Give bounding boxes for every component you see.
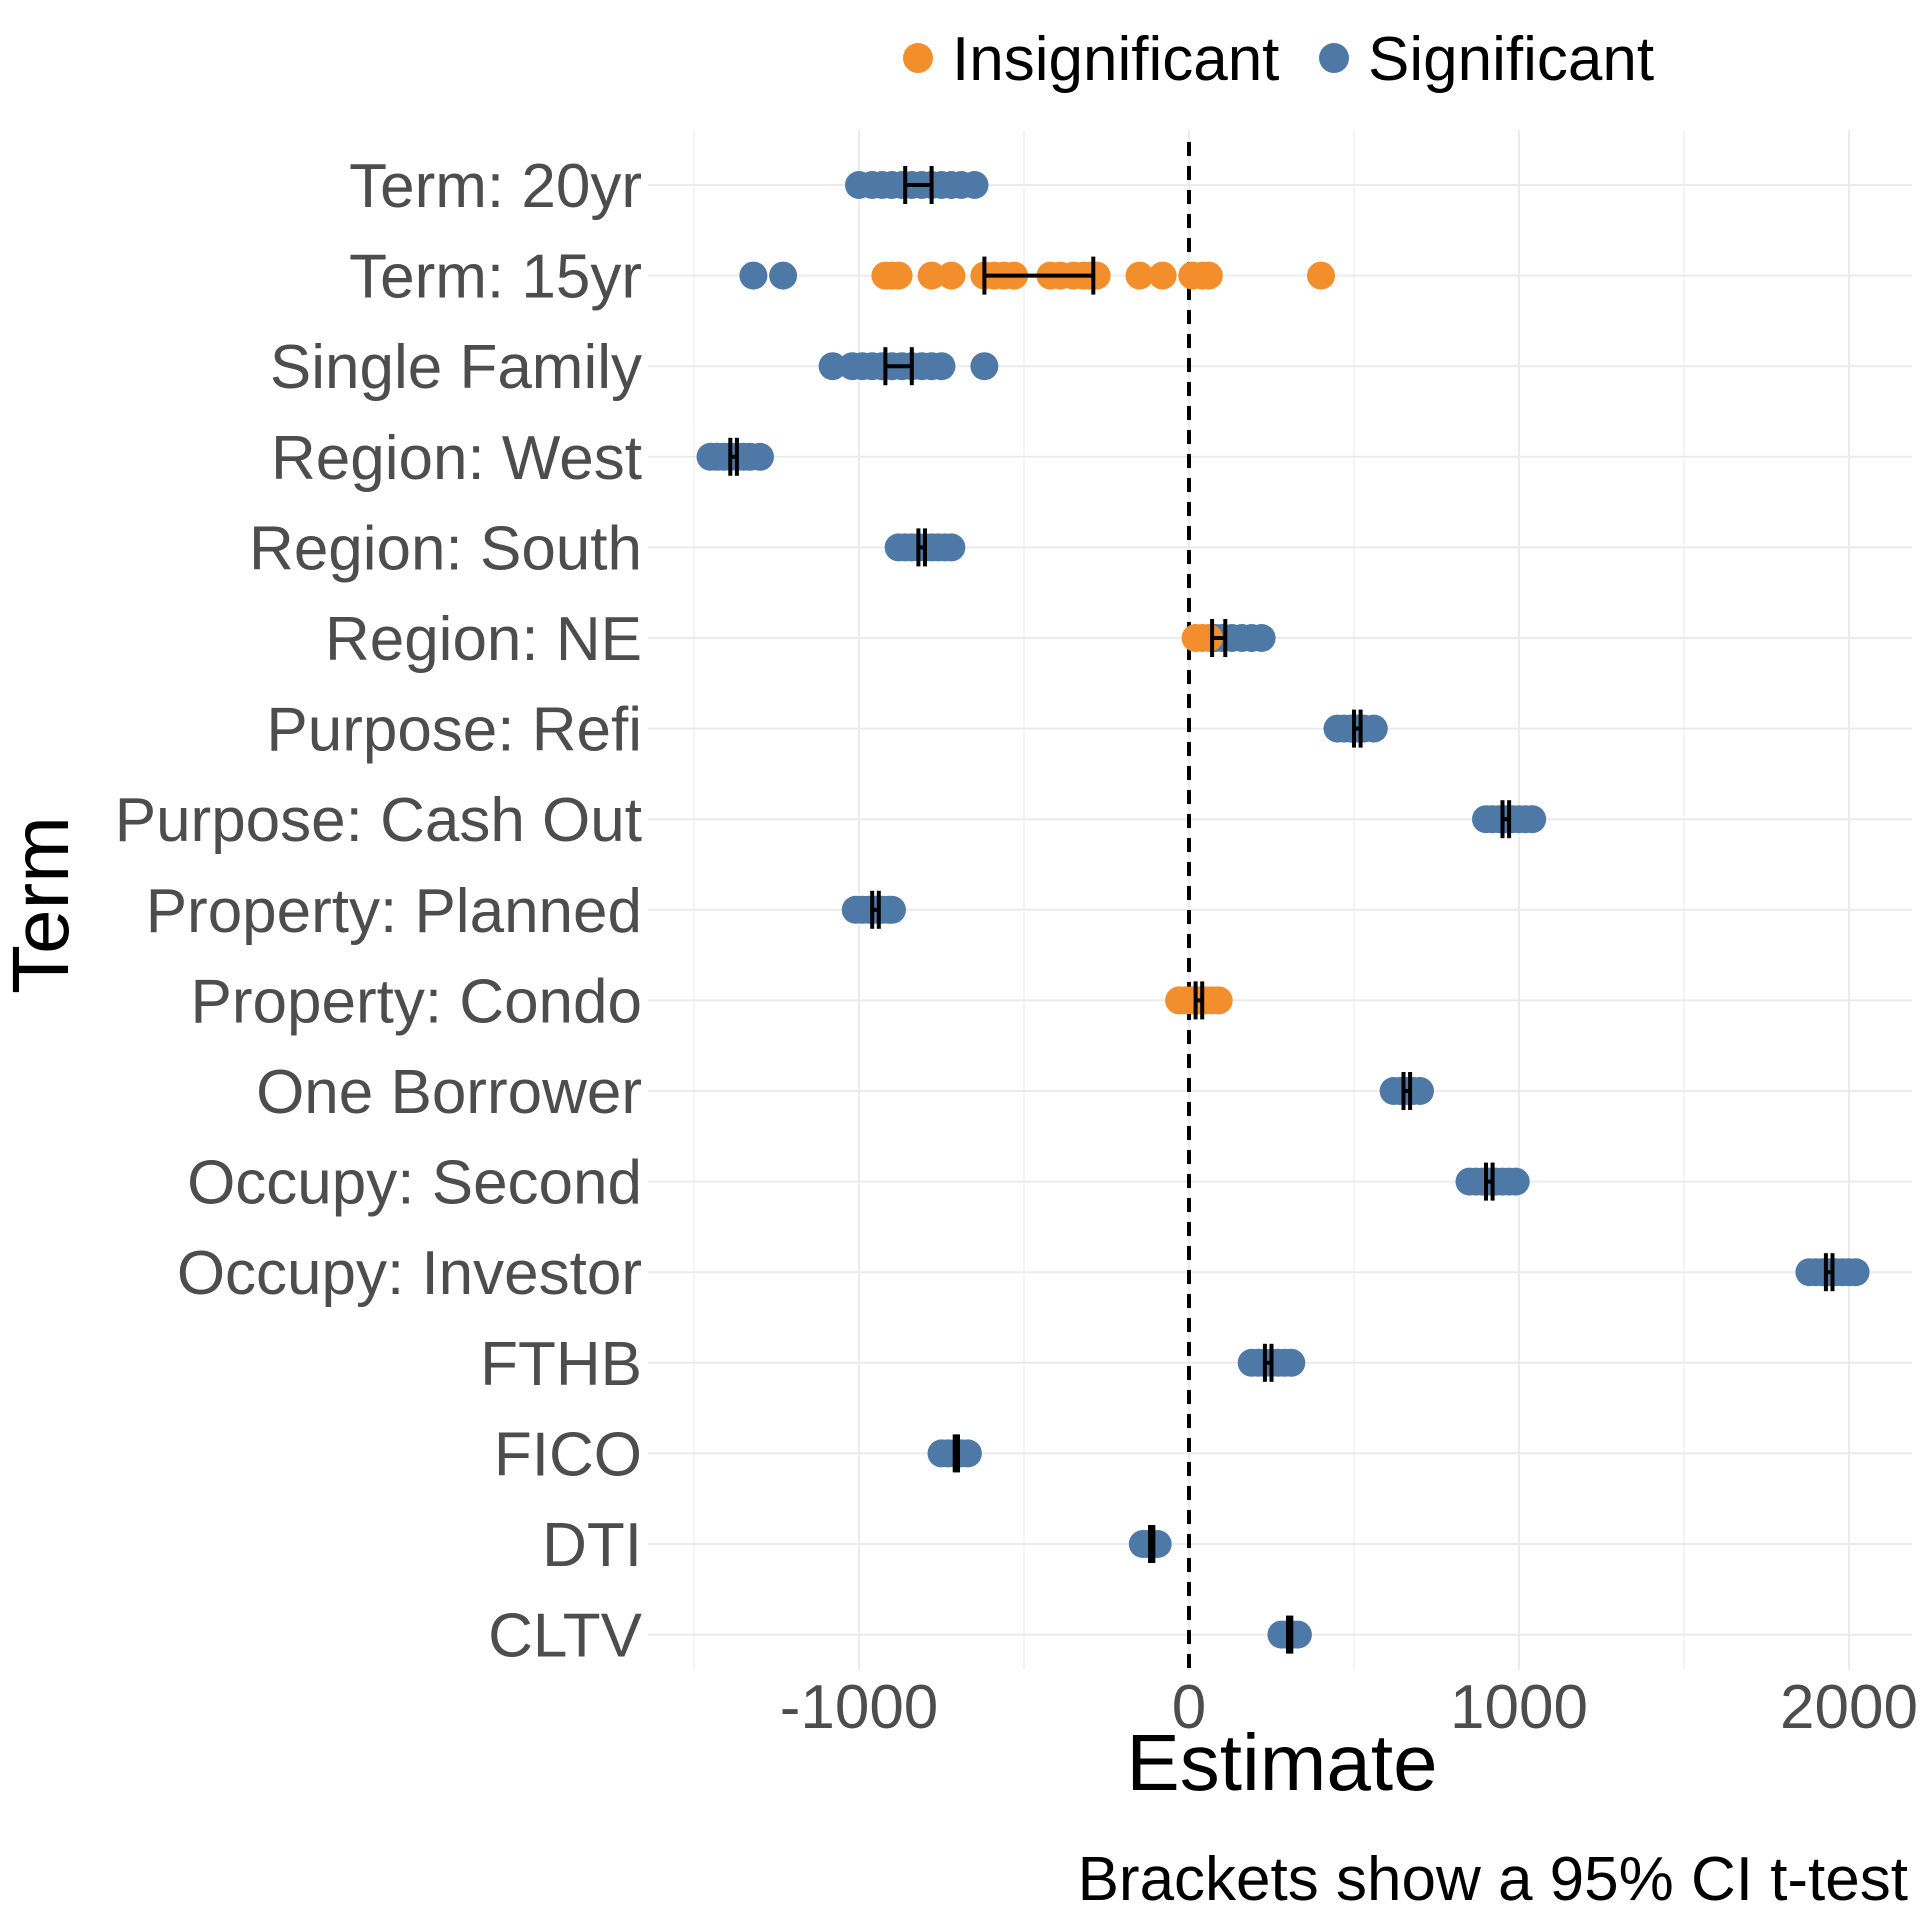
legend-item: Significant — [1319, 25, 1654, 94]
x-tick-label: 2000 — [1780, 1673, 1918, 1742]
ci-bracket — [1286, 1615, 1294, 1654]
significant-point — [953, 1439, 982, 1468]
legend-label: Insignificant — [952, 25, 1279, 94]
x-tick-label: -1000 — [780, 1673, 939, 1742]
x-tick-label: 0 — [1172, 1673, 1206, 1742]
ci-bracket — [982, 256, 1096, 295]
y-tick-label: One Borrower — [256, 1058, 642, 1127]
insignificant-point — [1194, 261, 1223, 290]
y-tick-label: FICO — [494, 1420, 642, 1489]
significant-point — [1277, 1348, 1306, 1377]
ci-bracket — [1484, 1162, 1495, 1201]
legend-item: Insignificant — [903, 25, 1279, 94]
ci-bracket — [1193, 981, 1205, 1020]
legend-key — [903, 43, 933, 73]
ci-bracket — [1148, 1525, 1156, 1563]
y-tick-label: Region: South — [249, 514, 642, 583]
significant-point — [878, 895, 906, 924]
y-tick-label: DTI — [542, 1511, 642, 1580]
significant-point — [818, 352, 847, 381]
ci-bracket — [870, 890, 881, 929]
insignificant-point — [1204, 986, 1233, 1015]
significant-point — [1841, 1258, 1870, 1287]
x-tick-label: 1000 — [1450, 1673, 1588, 1742]
x-axis-label: Estimate — [1126, 1718, 1437, 1807]
ci-bracket — [1352, 709, 1363, 748]
ci-bracket — [1210, 619, 1228, 657]
significant-point — [1518, 805, 1547, 834]
y-tick-label: Occupy: Investor — [177, 1239, 642, 1308]
significant-point — [746, 442, 774, 471]
insignificant-point — [884, 261, 913, 290]
y-tick-labels: Term: 20yr Term: 15yr Single Family Region:… — [115, 152, 643, 1671]
y-tick-label: Region: West — [271, 424, 642, 493]
x-tick-labels: -1000 0 1000 2000 — [780, 1673, 1918, 1742]
insignificant-point — [1307, 261, 1335, 290]
ci-bracket — [903, 166, 934, 204]
ci-bracket — [1262, 1343, 1274, 1382]
ci-bracket — [1500, 800, 1512, 839]
legend-key — [1319, 43, 1349, 73]
significant-point — [739, 261, 768, 290]
chart-caption: Brackets show a 95% CI t-test — [1078, 1845, 1908, 1914]
ci-bracket — [883, 347, 914, 386]
insignificant-point — [1148, 261, 1177, 290]
y-tick-label: Property: Condo — [191, 967, 642, 1036]
ci-bracket — [1823, 1253, 1835, 1292]
legend-label: Significant — [1368, 25, 1654, 94]
ci-bracket — [952, 1434, 960, 1473]
significant-point — [1359, 714, 1388, 743]
significant-point — [1406, 1077, 1434, 1105]
significant-point — [937, 533, 966, 562]
insignificant-point — [917, 261, 946, 290]
significant-point — [960, 171, 989, 199]
ci-bracket — [916, 528, 927, 567]
legend: Insignificant Significant — [903, 25, 1654, 94]
y-tick-label: Single Family — [270, 333, 642, 402]
y-tick-label: Occupy: Second — [187, 1149, 642, 1218]
significant-point — [1143, 1530, 1172, 1558]
y-tick-label: Property: Planned — [146, 877, 642, 946]
significant-point — [970, 352, 999, 381]
insignificant-point — [1125, 261, 1154, 290]
significant-point — [1247, 624, 1276, 652]
y-tick-label: Term: 20yr — [349, 152, 642, 221]
insignificant-point — [937, 261, 966, 290]
y-tick-label: Purpose: Refi — [266, 696, 642, 765]
ci-bracket — [1401, 1072, 1413, 1110]
y-tick-label: FTHB — [480, 1330, 642, 1399]
significant-point — [769, 261, 798, 290]
y-tick-label: Purpose: Cash Out — [115, 786, 642, 855]
ci-bracket — [728, 437, 739, 476]
y-tick-label: CLTV — [488, 1602, 643, 1671]
confidence-interval-brackets — [728, 166, 1835, 1654]
y-tick-label: Term: 15yr — [349, 243, 642, 312]
y-tick-label: Region: NE — [325, 605, 642, 674]
significant-point — [927, 352, 956, 381]
y-axis-label: Term — [0, 816, 85, 994]
significant-point — [1501, 1167, 1530, 1196]
insignificant-point — [1082, 261, 1111, 290]
insignificant-point — [1194, 624, 1223, 652]
